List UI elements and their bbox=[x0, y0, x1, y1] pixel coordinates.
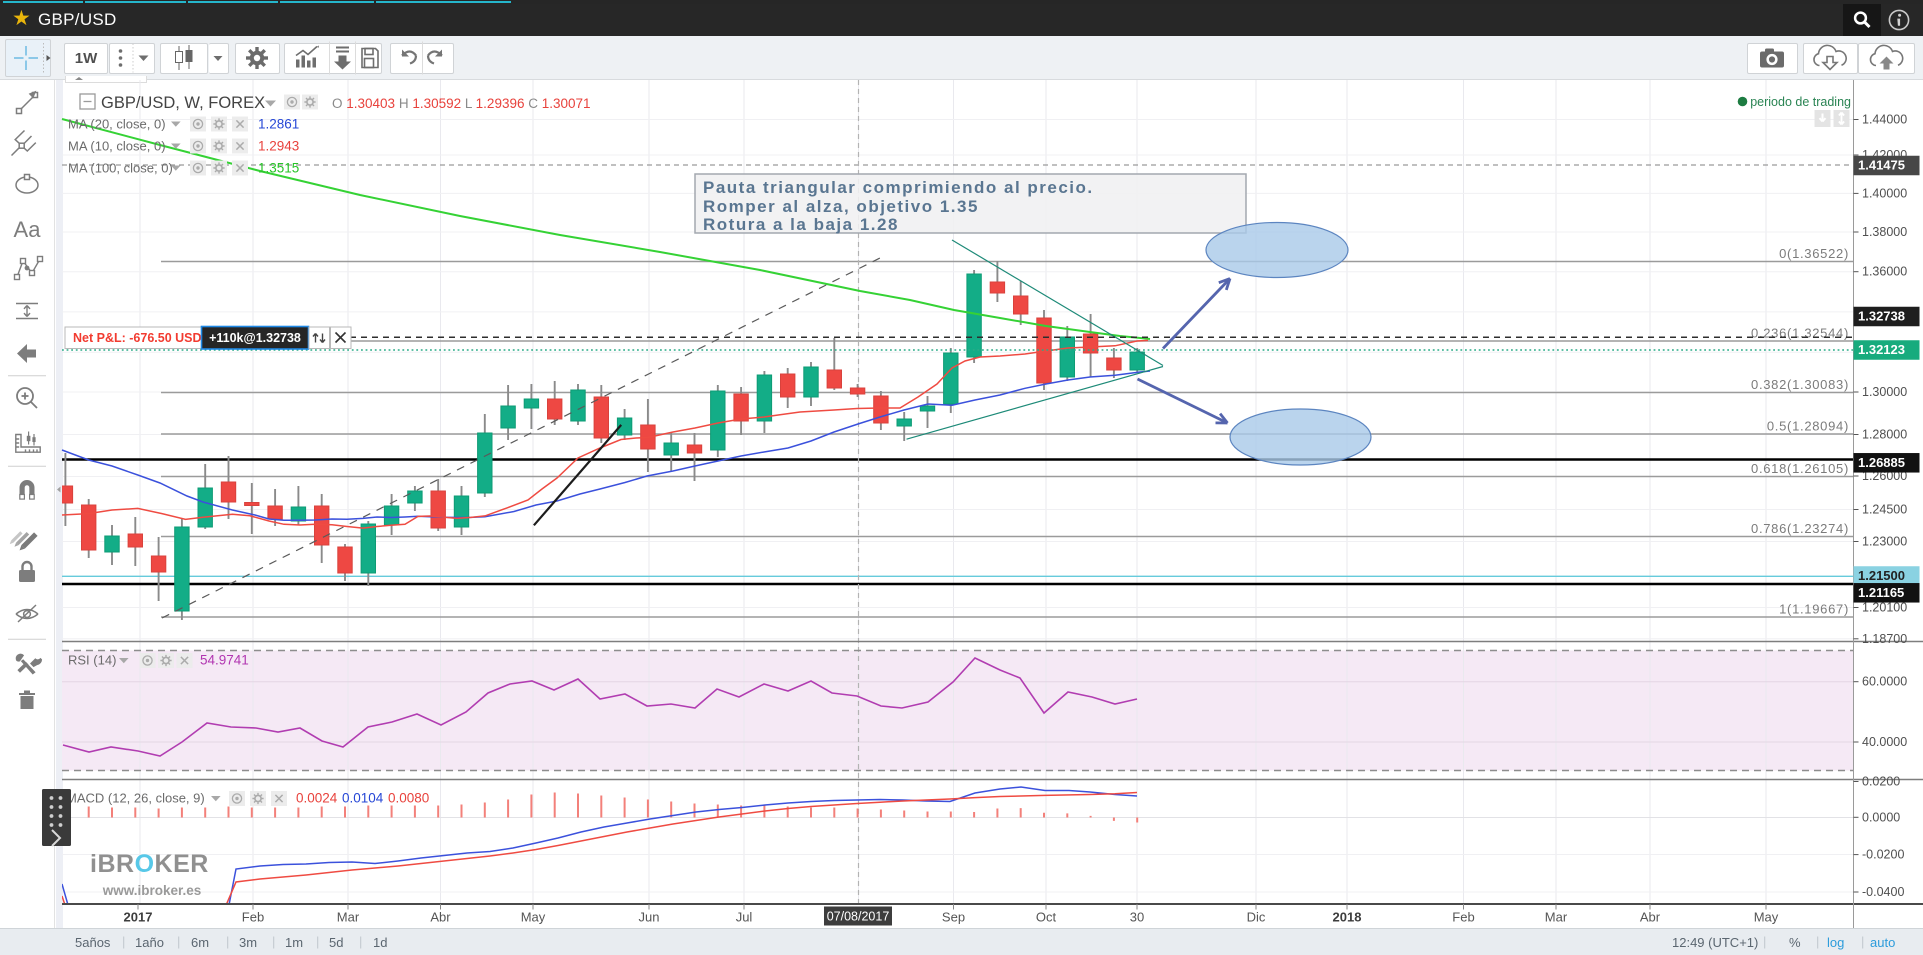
svg-text:Pauta triangular comprimiendo: Pauta triangular comprimiendo al precio. bbox=[703, 178, 1094, 197]
svg-text:0.0200: 0.0200 bbox=[1862, 775, 1900, 789]
svg-text:Romper al alza, objetivo 1.35: Romper al alza, objetivo 1.35 bbox=[703, 197, 979, 216]
svg-text:O 1.30403 H 1.30592 L 1.29396: O 1.30403 H 1.30592 L 1.29396 C 1.30071 bbox=[332, 96, 591, 111]
svg-text:Dic: Dic bbox=[1247, 910, 1266, 925]
svg-text:May: May bbox=[521, 910, 546, 925]
svg-text:Sep: Sep bbox=[942, 910, 965, 925]
svg-text:iBROKER: iBROKER bbox=[90, 850, 209, 878]
svg-text:1.40000: 1.40000 bbox=[1862, 186, 1907, 200]
svg-text:0.236(1.32544): 0.236(1.32544) bbox=[1751, 326, 1849, 341]
svg-text:RSI (14): RSI (14) bbox=[68, 653, 116, 668]
svg-text:1.41475: 1.41475 bbox=[1858, 158, 1905, 173]
svg-text:1.20100: 1.20100 bbox=[1862, 601, 1907, 615]
svg-text:Net P&L: -676.50 USD: Net P&L: -676.50 USD bbox=[73, 331, 202, 345]
svg-text:1.44000: 1.44000 bbox=[1862, 113, 1907, 127]
svg-text:30: 30 bbox=[1130, 910, 1144, 925]
svg-text:0(1.36522): 0(1.36522) bbox=[1779, 246, 1849, 261]
svg-text:0.0000: 0.0000 bbox=[1862, 810, 1900, 824]
svg-text:1(1.19667): 1(1.19667) bbox=[1779, 602, 1849, 617]
svg-text:MACD (12, 26, close, 9): MACD (12, 26, close, 9) bbox=[66, 791, 205, 806]
svg-text:60.0000: 60.0000 bbox=[1862, 675, 1907, 689]
svg-text:1.32738: 1.32738 bbox=[1858, 309, 1905, 324]
svg-text:0.0080: 0.0080 bbox=[388, 791, 429, 806]
svg-text:0.5(1.28094): 0.5(1.28094) bbox=[1767, 419, 1849, 434]
svg-text:1.23000: 1.23000 bbox=[1862, 535, 1907, 549]
svg-text:www.ibroker.es: www.ibroker.es bbox=[102, 883, 202, 898]
svg-text:2018: 2018 bbox=[1333, 910, 1362, 925]
svg-text:-0.0200: -0.0200 bbox=[1862, 848, 1904, 862]
svg-text:1.30000: 1.30000 bbox=[1862, 385, 1907, 399]
svg-text:Aa: Aa bbox=[14, 217, 42, 242]
svg-text:0.618(1.26105): 0.618(1.26105) bbox=[1751, 461, 1849, 476]
svg-text:Mar: Mar bbox=[337, 910, 360, 925]
svg-text:40.0000: 40.0000 bbox=[1862, 735, 1907, 749]
svg-text:May: May bbox=[1754, 910, 1779, 925]
svg-text:2017: 2017 bbox=[124, 910, 153, 925]
svg-text:Jun: Jun bbox=[639, 910, 660, 925]
svg-text:1.18700: 1.18700 bbox=[1862, 632, 1907, 646]
svg-text:07/08/2017: 07/08/2017 bbox=[827, 910, 890, 924]
svg-text:0.0024: 0.0024 bbox=[296, 791, 338, 806]
svg-text:Rotura a la baja 1.28: Rotura a la baja 1.28 bbox=[703, 215, 899, 234]
svg-text:Abr: Abr bbox=[430, 910, 451, 925]
svg-text:0.382(1.30083): 0.382(1.30083) bbox=[1751, 377, 1849, 392]
svg-text:1.38000: 1.38000 bbox=[1862, 225, 1907, 239]
svg-text:MA (10, close, 0): MA (10, close, 0) bbox=[68, 139, 166, 154]
svg-text:1.28000: 1.28000 bbox=[1862, 428, 1907, 442]
svg-text:Mar: Mar bbox=[1545, 910, 1568, 925]
svg-text:0.0104: 0.0104 bbox=[342, 791, 384, 806]
svg-text:1.26885: 1.26885 bbox=[1858, 455, 1905, 470]
svg-text:54.9741: 54.9741 bbox=[200, 653, 249, 668]
svg-text:1.2861: 1.2861 bbox=[258, 117, 299, 132]
svg-text:MA (100, close, 0): MA (100, close, 0) bbox=[68, 161, 173, 176]
svg-text:Abr: Abr bbox=[1640, 910, 1661, 925]
svg-text:1.32123: 1.32123 bbox=[1858, 342, 1905, 357]
svg-text:1.2943: 1.2943 bbox=[258, 139, 299, 154]
svg-text:1.36000: 1.36000 bbox=[1862, 265, 1907, 279]
svg-text:periodo de trading: periodo de trading bbox=[1750, 95, 1851, 109]
svg-text:MA (20, close, 0): MA (20, close, 0) bbox=[68, 117, 166, 132]
svg-text:0.786(1.23274): 0.786(1.23274) bbox=[1751, 521, 1849, 536]
svg-text:1.21500: 1.21500 bbox=[1858, 568, 1905, 583]
svg-text:1.21165: 1.21165 bbox=[1858, 585, 1904, 600]
svg-text:Oct: Oct bbox=[1036, 910, 1057, 925]
svg-text:GBP/USD, W, FOREX: GBP/USD, W, FOREX bbox=[101, 94, 265, 112]
svg-text:-0.0400: -0.0400 bbox=[1862, 885, 1904, 899]
svg-text:Feb: Feb bbox=[1452, 910, 1474, 925]
svg-text:Jul: Jul bbox=[736, 910, 753, 925]
svg-text:1.24500: 1.24500 bbox=[1862, 503, 1907, 517]
svg-text:Feb: Feb bbox=[242, 910, 264, 925]
svg-text:+110k@1.32738: +110k@1.32738 bbox=[209, 331, 301, 345]
svg-text:1.3515: 1.3515 bbox=[258, 161, 299, 176]
